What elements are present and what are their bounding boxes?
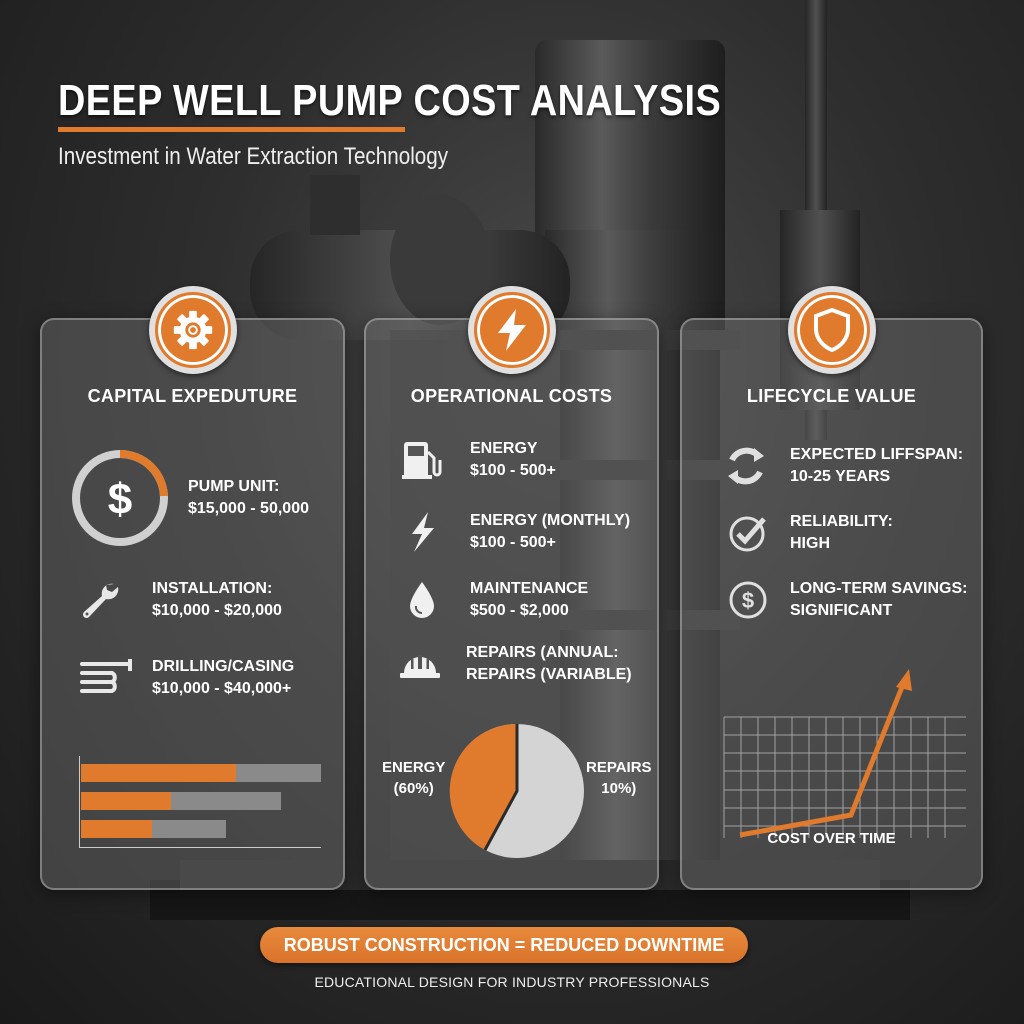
- item-value: SIGNIFICANT: [790, 602, 893, 619]
- lightning-icon: [400, 510, 444, 554]
- chart-caption: COST OVER TIME: [767, 830, 896, 847]
- fuel-pump-icon: [400, 438, 444, 482]
- list-item-long-term-savings: $ LONG-TERM SAVINGS: SIGNIFICANT: [726, 578, 967, 622]
- dollar-ring-icon: $: [70, 448, 170, 548]
- refresh-cycle-icon: [722, 442, 770, 490]
- card-lifecycle-value: LIFECYCLE VALUE EXPECTED LIFFSPAN: 10-25…: [680, 286, 983, 890]
- page-subtitle: Investment in Water Extraction Technolog…: [58, 143, 449, 170]
- card-title: CAPITAL EXPEDUTURE: [87, 386, 298, 406]
- water-drop-icon: [400, 578, 444, 622]
- list-item-pump-unit: $ PUMP UNIT: $15,000 - 50,000: [70, 448, 309, 548]
- list-item-repairs: REPAIRS (ANNUAL: REPAIRS (VARIABLE): [396, 642, 632, 686]
- card-badge: [467, 286, 556, 374]
- list-item-energy-monthly: ENERGY (MONTHLY) $100 - 500+: [400, 510, 630, 554]
- pie-label-energy: ENERGY (60%): [382, 757, 445, 799]
- item-label: MAINTENANCE: [470, 580, 589, 597]
- list-item-energy: ENERGY $100 - 500+: [400, 438, 556, 482]
- list-item-expected-lifespan: EXPECTED LIFFSPAN: 10-25 YEARS: [722, 442, 963, 490]
- item-label: ENERGY: [470, 440, 538, 457]
- item-value: 10-25 YEARS: [790, 468, 891, 485]
- list-item-drilling-casing: DRILLING/CASING $10,000 - $40,000+: [78, 656, 294, 700]
- gear-icon: [173, 310, 212, 350]
- page-title: DEEP WELL PUMP COST ANALYSIS: [58, 76, 722, 125]
- pie-label-repairs: REPAIRS 10%): [586, 757, 652, 799]
- bar-track: [81, 764, 321, 782]
- list-item-reliability: RELIABILITY: HIGH: [726, 511, 893, 555]
- lightning-icon: [497, 309, 526, 351]
- card-badge: [787, 286, 876, 374]
- capital-bar-chart: [79, 756, 321, 848]
- item-label: REPAIRS (ANNUAL:: [466, 644, 619, 661]
- bar-fill: [81, 792, 171, 810]
- card-capital-expenditure: CAPITAL EXPEDUTURE $ PUMP UNIT: $15,000 …: [40, 286, 345, 890]
- cost-over-time-line-chart: [723, 669, 966, 838]
- bar-fill: [81, 764, 236, 782]
- hard-hat-icon: [396, 642, 444, 686]
- svg-text:$: $: [742, 588, 754, 613]
- shield-icon: [813, 307, 850, 353]
- bar-fill: [81, 820, 152, 838]
- cost-pie-chart: [449, 723, 584, 858]
- item-label: EXPECTED LIFFSPAN:: [790, 446, 964, 463]
- item-value: $10,000 - $40,000+: [152, 680, 292, 697]
- card-badge: [148, 286, 237, 374]
- title-underline: [58, 127, 405, 132]
- item-value: $100 - 500+: [470, 462, 556, 479]
- item-label: INSTALLATION:: [152, 580, 273, 597]
- drilling-casing-icon: [78, 656, 136, 700]
- item-value: $15,000 - 50,000: [188, 500, 309, 517]
- pie-label-line: (60%): [393, 780, 434, 797]
- svg-text:$: $: [108, 475, 132, 524]
- card-operational-costs: OPERATIONAL COSTS ENERGY $100 - 500+ ENE…: [364, 286, 659, 890]
- bar-track: [81, 792, 281, 810]
- item-label: RELIABILITY:: [790, 513, 893, 530]
- item-label: ENERGY (MONTHLY): [470, 512, 631, 529]
- item-value: HIGH: [790, 535, 830, 552]
- pie-label-line: 10%): [601, 780, 637, 797]
- item-value: $10,000 - $20,000: [152, 602, 282, 619]
- item-value: $100 - 500+: [470, 534, 556, 551]
- tagline-banner: ROBUST CONSTRUCTION = REDUCED DOWNTIME: [260, 927, 748, 963]
- dollar-circle-icon: $: [726, 578, 770, 622]
- item-value: $500 - $2,000: [470, 602, 569, 619]
- footer-credit: EDUCATIONAL DESIGN FOR INDUSTRY PROFESSI…: [314, 974, 710, 990]
- item-label: PUMP UNIT:: [188, 478, 280, 495]
- item-label: DRILLING/CASING: [152, 658, 295, 675]
- list-item-maintenance: MAINTENANCE $500 - $2,000: [400, 578, 588, 622]
- card-title: LIFECYCLE VALUE: [746, 386, 917, 406]
- card-title: OPERATIONAL COSTS: [410, 386, 613, 406]
- pie-label-line: ENERGY: [382, 759, 446, 776]
- bar-track: [81, 820, 226, 838]
- check-circle-icon: [726, 511, 770, 555]
- item-value: REPAIRS (VARIABLE): [466, 666, 632, 683]
- pie-label-line: REPAIRS: [586, 759, 652, 776]
- wrench-icon: [78, 578, 122, 622]
- list-item-installation: INSTALLATION: $10,000 - $20,000: [78, 578, 282, 622]
- item-label: LONG-TERM SAVINGS:: [790, 580, 968, 597]
